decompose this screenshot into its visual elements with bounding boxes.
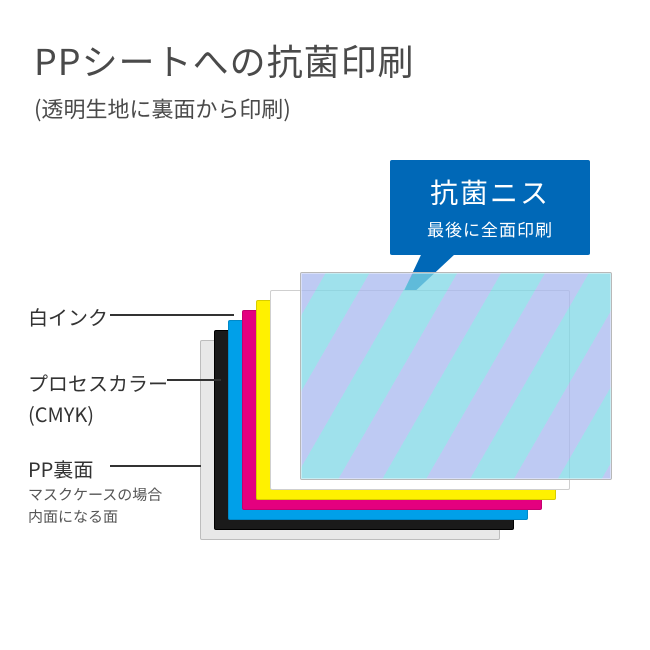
label-main-white_ink: 白インク: [28, 302, 108, 331]
label-note2-pp_back: 内面になる面: [28, 507, 162, 527]
title-block: PPシートへの抗菌印刷 (透明生地に裏面から印刷): [34, 34, 415, 124]
lead-process: [167, 379, 221, 381]
callout-varnish: 抗菌ニス 最後に全面印刷: [390, 160, 590, 255]
label-main-process: プロセスカラー: [28, 368, 168, 397]
varnish-layer: [300, 272, 612, 480]
label-sub-process: (CMYK): [28, 399, 168, 428]
page-title: PPシートへの抗菌印刷: [34, 34, 415, 86]
label-note1-pp_back: マスクケースの場合: [28, 485, 162, 505]
label-process: プロセスカラー(CMYK): [28, 368, 168, 428]
lead-pp_back: [110, 465, 201, 467]
callout-sub: 最後に全面印刷: [412, 216, 568, 241]
label-white_ink: 白インク: [28, 302, 108, 331]
page-subtitle: (透明生地に裏面から印刷): [34, 92, 415, 124]
label-main-pp_back: PP裏面: [28, 454, 93, 483]
callout-title: 抗菌ニス: [412, 172, 568, 212]
lead-white_ink: [110, 314, 234, 316]
